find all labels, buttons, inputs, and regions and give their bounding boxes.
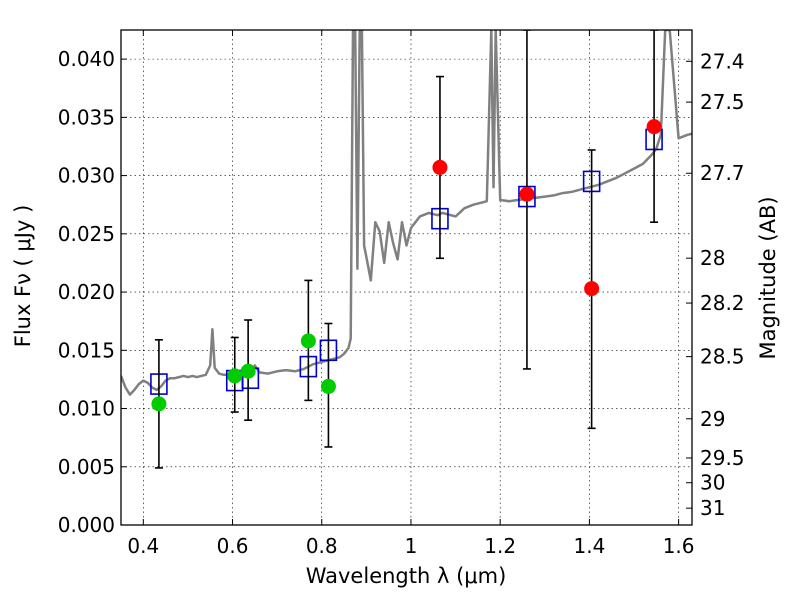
mag-tick-label: 29.5 xyxy=(700,446,745,470)
x-tick-label: 1.6 xyxy=(663,534,695,558)
y-tick-label: 0.015 xyxy=(58,338,115,362)
data-point xyxy=(320,378,336,394)
plot-frame xyxy=(120,29,693,526)
x-tick-label: 1.4 xyxy=(573,534,605,558)
y-tick-label: 0.025 xyxy=(58,222,115,246)
y-tick-label: 0.040 xyxy=(58,47,115,71)
spectrum-line xyxy=(121,30,692,396)
mag-tick-label: 28 xyxy=(700,246,725,270)
data-point xyxy=(646,119,662,135)
mag-tick-label: 28.2 xyxy=(700,291,745,315)
mag-tick-label: 27.4 xyxy=(700,49,745,73)
x-tick-label: 1.2 xyxy=(484,534,516,558)
mag-tick-label: 29 xyxy=(700,407,725,431)
x-tick-label: 0.4 xyxy=(127,534,159,558)
mag-tick-label: 31 xyxy=(700,496,725,520)
data-point xyxy=(432,159,448,175)
y-tick-label: 0.030 xyxy=(58,164,115,188)
y-axis-label: Flux Fν ( μJy ) xyxy=(11,205,35,348)
data-point xyxy=(300,333,316,349)
data-point xyxy=(519,186,535,202)
y-tick-label: 0.020 xyxy=(58,280,115,304)
data-point xyxy=(584,281,600,297)
mag-tick-label: 28.5 xyxy=(700,345,745,369)
y-tick-label: 0.000 xyxy=(58,513,115,537)
y-tick-label: 0.005 xyxy=(58,455,115,479)
x-tick-label: 0.6 xyxy=(217,534,249,558)
x-axis-label: Wavelength λ (μm) xyxy=(306,564,507,588)
mag-tick-label: 27.7 xyxy=(700,161,745,185)
x-tick-label: 0.8 xyxy=(306,534,338,558)
y-tick-label: 0.035 xyxy=(58,105,115,129)
y2-axis-label: Magnitude (AB) xyxy=(756,196,780,359)
mag-tick-label: 30 xyxy=(700,471,725,495)
ticks: 0.4 0.6 0.8 1 1.2 1.4 1.6 0.000 0.005 0.010 0.015 0… xyxy=(58,30,745,558)
x-tick-label: 1 xyxy=(405,534,418,558)
series-group xyxy=(121,30,692,469)
y-tick-label: 0.010 xyxy=(58,397,115,421)
plot-area xyxy=(121,30,692,469)
data-point xyxy=(151,396,167,412)
data-point xyxy=(240,363,256,379)
data-point xyxy=(227,368,243,384)
mag-tick-label: 27.5 xyxy=(700,90,745,114)
grid xyxy=(121,30,692,526)
